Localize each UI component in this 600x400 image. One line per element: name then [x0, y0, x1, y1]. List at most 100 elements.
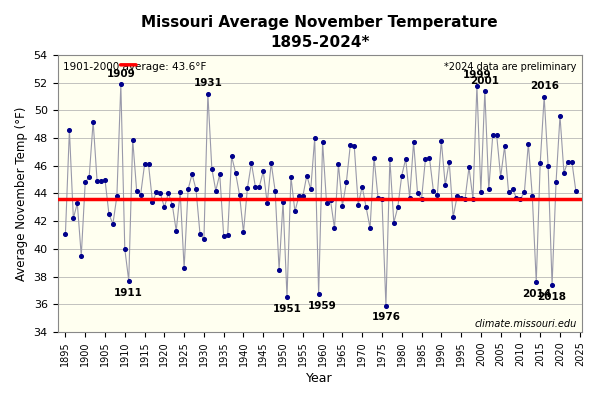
Point — [80, 179, 90, 186]
Point — [445, 158, 454, 165]
Point — [310, 135, 319, 141]
Point — [227, 153, 236, 159]
Point — [381, 302, 391, 309]
Point — [329, 225, 339, 231]
Point — [92, 178, 102, 184]
Point — [385, 156, 395, 162]
Point — [254, 183, 264, 190]
Point — [567, 158, 577, 165]
Point — [512, 194, 521, 201]
Point — [108, 221, 118, 227]
Point — [120, 246, 130, 252]
Point — [314, 291, 323, 298]
Point — [373, 194, 383, 201]
Point — [144, 161, 154, 168]
Point — [421, 156, 430, 162]
Point — [215, 171, 224, 177]
X-axis label: Year: Year — [307, 372, 333, 385]
Point — [219, 233, 229, 240]
Point — [417, 196, 427, 202]
Point — [338, 203, 347, 209]
Point — [65, 127, 74, 133]
Point — [148, 198, 157, 205]
Point — [160, 204, 169, 210]
Point — [266, 160, 276, 166]
Point — [571, 188, 581, 194]
Point — [278, 198, 288, 205]
Point — [508, 186, 517, 192]
Point — [326, 197, 335, 204]
Point — [61, 230, 70, 237]
Point — [452, 193, 462, 200]
Point — [488, 132, 497, 138]
Point — [88, 118, 98, 125]
Point — [207, 165, 217, 172]
Text: 2014: 2014 — [521, 289, 551, 299]
Point — [259, 168, 268, 174]
Point — [369, 154, 379, 161]
Point — [551, 179, 561, 186]
Point — [520, 189, 529, 195]
Point — [298, 193, 308, 200]
Point — [492, 132, 502, 138]
Point — [294, 193, 304, 200]
Point — [211, 188, 221, 194]
Title: Missouri Average November Temperature
1895-2024*: Missouri Average November Temperature 18… — [142, 15, 498, 50]
Text: 1901-2000 average: 43.6°F: 1901-2000 average: 43.6°F — [63, 62, 206, 72]
Point — [397, 172, 407, 179]
Point — [496, 174, 505, 180]
Point — [547, 282, 557, 288]
Point — [437, 138, 446, 144]
Point — [199, 236, 209, 242]
Point — [532, 279, 541, 285]
Point — [425, 154, 434, 161]
Point — [401, 156, 410, 162]
Point — [318, 139, 328, 146]
Point — [155, 190, 165, 197]
Point — [179, 265, 189, 272]
Point — [535, 160, 545, 166]
Point — [365, 225, 375, 231]
Point — [183, 186, 193, 192]
Text: 1999: 1999 — [463, 70, 491, 80]
Point — [247, 160, 256, 166]
Point — [476, 189, 485, 195]
Point — [242, 185, 252, 191]
Point — [85, 174, 94, 180]
Point — [136, 192, 145, 198]
Point — [290, 208, 300, 215]
Point — [274, 266, 284, 273]
Point — [393, 204, 403, 210]
Point — [104, 211, 114, 218]
Point — [353, 201, 363, 208]
Point — [334, 161, 343, 168]
Point — [358, 183, 367, 190]
Point — [164, 190, 173, 197]
Point — [96, 178, 106, 184]
Point — [100, 176, 110, 183]
Point — [306, 186, 316, 192]
Point — [389, 219, 398, 226]
Point — [172, 228, 181, 234]
Text: 1909: 1909 — [106, 69, 135, 79]
Point — [152, 189, 161, 195]
Point — [286, 174, 296, 180]
Point — [140, 161, 149, 168]
Point — [480, 88, 490, 94]
Point — [116, 81, 125, 87]
Point — [128, 136, 137, 143]
Point — [413, 190, 422, 197]
Text: 1976: 1976 — [371, 312, 400, 322]
Point — [251, 183, 260, 190]
Point — [346, 142, 355, 148]
Point — [472, 82, 482, 89]
Text: climate.missouri.edu: climate.missouri.edu — [474, 319, 577, 329]
Point — [349, 143, 359, 150]
Point — [191, 186, 201, 192]
Point — [302, 172, 311, 179]
Point — [361, 204, 371, 210]
Text: 1959: 1959 — [308, 302, 337, 312]
Text: 2016: 2016 — [530, 81, 559, 91]
Point — [282, 294, 292, 300]
Text: 1951: 1951 — [272, 304, 301, 314]
